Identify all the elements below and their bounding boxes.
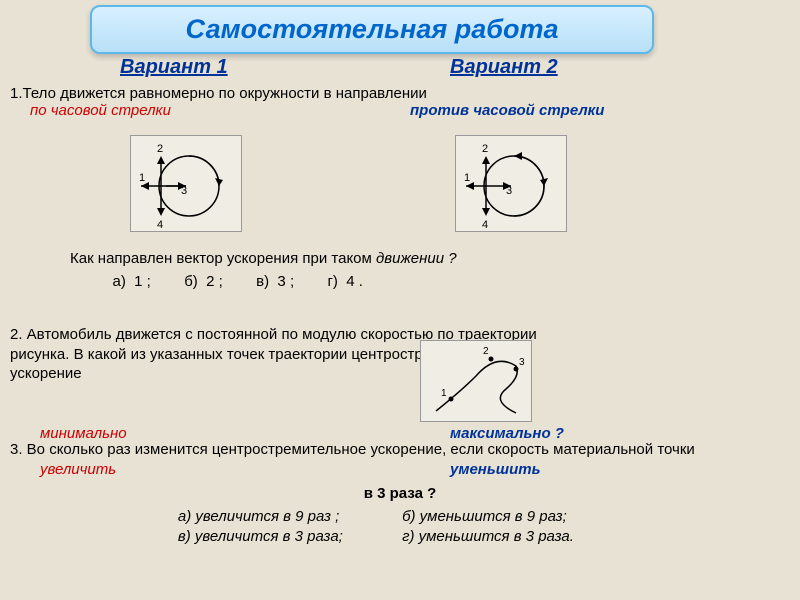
q3-dec: уменьшить: [450, 460, 541, 480]
question-3: 3. Во сколько раз изменится центростреми…: [10, 440, 790, 546]
diagram-circle-ccw: 2 3 4 1: [455, 135, 567, 232]
circle-cw-svg: 2 3 4 1: [131, 136, 241, 231]
title-box: Самостоятельная работа: [90, 5, 654, 54]
question-1: 1.Тело движется равномерно по окружности…: [10, 85, 790, 122]
variant-1-label: Вариант 1: [120, 56, 228, 79]
svg-text:2: 2: [157, 143, 163, 155]
q3-inc: увеличить: [40, 460, 116, 480]
q3-d: г) уменьшится в 3 раза.: [402, 527, 622, 547]
q3-opts-row2: в) увеличится в 3 раза; г) уменьшится в …: [10, 527, 790, 547]
q1-ask: Как направлен вектор ускорения при таком: [70, 250, 376, 267]
q2-line1: 2. Автомобиль движется с постоянной по м…: [10, 325, 790, 345]
diagram-trajectory: 1 2 3: [420, 340, 532, 422]
q3-a: а) увеличится в 9 раз ;: [178, 507, 398, 527]
title-text: Самостоятельная работа: [185, 14, 558, 45]
svg-text:1: 1: [139, 172, 145, 184]
q3-opts-row1: а) увеличится в 9 раз ; б) уменьшится в …: [10, 507, 790, 527]
q3-factor: в 3 раза ?: [10, 484, 790, 504]
trajectory-svg: 1 2 3: [421, 341, 531, 421]
q3-b: б) уменьшится в 9 раз;: [402, 507, 622, 527]
q1-ask-em: движении ?: [376, 250, 457, 267]
svg-text:3: 3: [519, 357, 525, 368]
svg-text:4: 4: [482, 219, 488, 231]
svg-text:1: 1: [464, 172, 470, 184]
q2-line3: ускорение: [10, 364, 790, 384]
q1-ask-row: Как направлен вектор ускорения при таком…: [70, 250, 457, 267]
variant-2-label: Вариант 2: [450, 56, 558, 79]
svg-text:4: 4: [157, 219, 163, 231]
q1-lead: 1.Тело движется равномерно по окружности…: [10, 85, 790, 102]
circle-ccw-svg: 2 3 4 1: [456, 136, 566, 231]
svg-text:2: 2: [483, 346, 489, 357]
q1-direction-cw: по часовой стрелки: [30, 102, 171, 119]
svg-text:2: 2: [482, 143, 488, 155]
question-2: 2. Автомобиль движется с постоянной по м…: [10, 325, 790, 404]
q1-options: а) 1 ; б) 2 ; в) 3 ; г) 4 .: [100, 273, 363, 290]
q2-line2: рисунка. В какой из указанных точек трае…: [10, 345, 790, 365]
diagram-circle-cw: 2 3 4 1: [130, 135, 242, 232]
q1-direction-ccw: против часовой стрелки: [410, 102, 604, 119]
q3-c: в) увеличится в 3 раза;: [178, 527, 398, 547]
svg-text:3: 3: [181, 185, 187, 197]
q3-line1: 3. Во сколько раз изменится центростреми…: [10, 440, 790, 460]
svg-text:1: 1: [441, 388, 447, 399]
svg-text:3: 3: [506, 185, 512, 197]
